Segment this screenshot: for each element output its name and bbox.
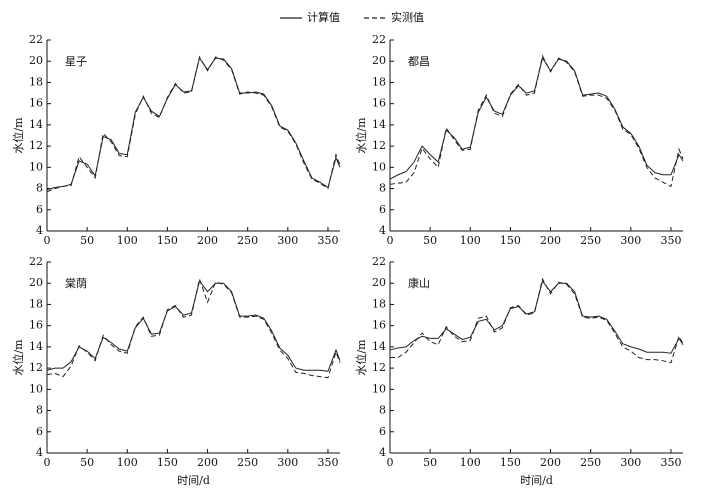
y-tick-label: 18 bbox=[372, 75, 386, 88]
y-tick-label: 22 bbox=[372, 33, 386, 46]
x-tick-label: 0 bbox=[387, 234, 394, 247]
y-tick-label: 14 bbox=[29, 118, 43, 131]
x-tick-label: 300 bbox=[620, 234, 641, 247]
x-tick-label: 100 bbox=[117, 456, 138, 469]
x-axis-label: 时间/d bbox=[177, 474, 210, 487]
y-tick-label: 22 bbox=[29, 255, 43, 268]
y-tick-label: 6 bbox=[379, 203, 386, 216]
y-tick-label: 12 bbox=[372, 361, 386, 374]
y-tick-label: 18 bbox=[372, 297, 386, 310]
y-tick-label: 20 bbox=[372, 276, 386, 289]
y-tick-label: 20 bbox=[372, 54, 386, 67]
y-tick-label: 14 bbox=[372, 118, 386, 131]
x-tick-label: 350 bbox=[660, 234, 681, 247]
y-tick-label: 22 bbox=[29, 33, 43, 46]
y-tick-label: 6 bbox=[36, 203, 43, 216]
y-tick-label: 10 bbox=[372, 382, 386, 395]
x-tick-label: 300 bbox=[277, 456, 298, 469]
panel-label: 棠荫 bbox=[65, 277, 87, 290]
x-tick-label: 250 bbox=[237, 456, 258, 469]
y-tick-label: 12 bbox=[372, 139, 386, 152]
data-line bbox=[46, 56, 341, 191]
data-line bbox=[389, 56, 684, 180]
data-line bbox=[46, 277, 341, 379]
y-tick-label: 8 bbox=[379, 182, 386, 195]
x-tick-label: 0 bbox=[44, 456, 51, 469]
x-tick-label: 100 bbox=[117, 234, 138, 247]
data-line bbox=[46, 279, 341, 372]
y-tick-label: 16 bbox=[29, 319, 43, 332]
x-tick-label: 150 bbox=[500, 234, 521, 247]
x-tick-label: 100 bbox=[460, 234, 481, 247]
x-tick-label: 250 bbox=[580, 456, 601, 469]
x-tick-label: 50 bbox=[423, 234, 437, 247]
y-axis-label: 水位/m bbox=[354, 117, 368, 154]
y-tick-label: 20 bbox=[29, 54, 43, 67]
y-tick-label: 4 bbox=[36, 446, 43, 459]
x-tick-label: 200 bbox=[540, 456, 561, 469]
y-tick-label: 18 bbox=[29, 75, 43, 88]
data-line bbox=[389, 279, 684, 354]
x-tick-label: 200 bbox=[197, 234, 218, 247]
x-tick-label: 250 bbox=[237, 234, 258, 247]
data-line bbox=[46, 55, 341, 193]
y-tick-label: 6 bbox=[379, 425, 386, 438]
y-tick-label: 14 bbox=[372, 340, 386, 353]
x-tick-label: 350 bbox=[317, 456, 338, 469]
y-tick-label: 16 bbox=[372, 319, 386, 332]
x-tick-label: 100 bbox=[460, 456, 481, 469]
panel-label: 康山 bbox=[408, 276, 430, 290]
x-axis-label: 时间/d bbox=[520, 474, 553, 487]
y-tick-label: 20 bbox=[29, 276, 43, 289]
x-tick-label: 50 bbox=[80, 456, 94, 469]
data-line bbox=[390, 277, 684, 364]
data-line bbox=[389, 54, 684, 188]
legend-label: 计算值 bbox=[307, 10, 340, 24]
x-tick-label: 150 bbox=[500, 456, 521, 469]
x-tick-label: 350 bbox=[660, 456, 681, 469]
x-tick-label: 50 bbox=[80, 234, 94, 247]
y-axis-label: 水位/m bbox=[11, 339, 25, 376]
x-tick-label: 200 bbox=[540, 234, 561, 247]
y-tick-label: 4 bbox=[379, 224, 386, 237]
x-tick-label: 0 bbox=[387, 456, 394, 469]
y-tick-label: 16 bbox=[29, 97, 43, 110]
x-tick-label: 0 bbox=[44, 234, 51, 247]
y-tick-label: 4 bbox=[36, 224, 43, 237]
y-tick-label: 8 bbox=[379, 404, 386, 417]
y-tick-label: 12 bbox=[29, 361, 43, 374]
y-tick-label: 10 bbox=[372, 160, 386, 173]
y-axis-label: 水位/m bbox=[11, 117, 25, 154]
legend-label: 实测值 bbox=[391, 10, 424, 24]
y-tick-label: 12 bbox=[29, 139, 43, 152]
y-tick-label: 16 bbox=[372, 97, 386, 110]
y-tick-label: 8 bbox=[36, 404, 43, 417]
y-tick-label: 10 bbox=[29, 382, 43, 395]
y-tick-label: 4 bbox=[379, 446, 386, 459]
y-tick-label: 6 bbox=[36, 425, 43, 438]
x-tick-label: 150 bbox=[157, 234, 178, 247]
y-tick-label: 18 bbox=[29, 297, 43, 310]
y-axis-label: 水位/m bbox=[354, 339, 368, 376]
x-tick-label: 250 bbox=[580, 234, 601, 247]
y-tick-label: 8 bbox=[36, 182, 43, 195]
y-tick-label: 14 bbox=[29, 340, 43, 353]
x-tick-label: 50 bbox=[423, 456, 437, 469]
x-tick-label: 300 bbox=[620, 456, 641, 469]
y-tick-label: 22 bbox=[372, 255, 386, 268]
panel-label: 星子 bbox=[65, 55, 87, 68]
x-tick-label: 300 bbox=[277, 234, 298, 247]
x-tick-label: 350 bbox=[317, 234, 338, 247]
panel-label: 都昌 bbox=[408, 55, 430, 68]
y-tick-label: 10 bbox=[29, 160, 43, 173]
x-tick-label: 200 bbox=[197, 456, 218, 469]
x-tick-label: 150 bbox=[157, 456, 178, 469]
